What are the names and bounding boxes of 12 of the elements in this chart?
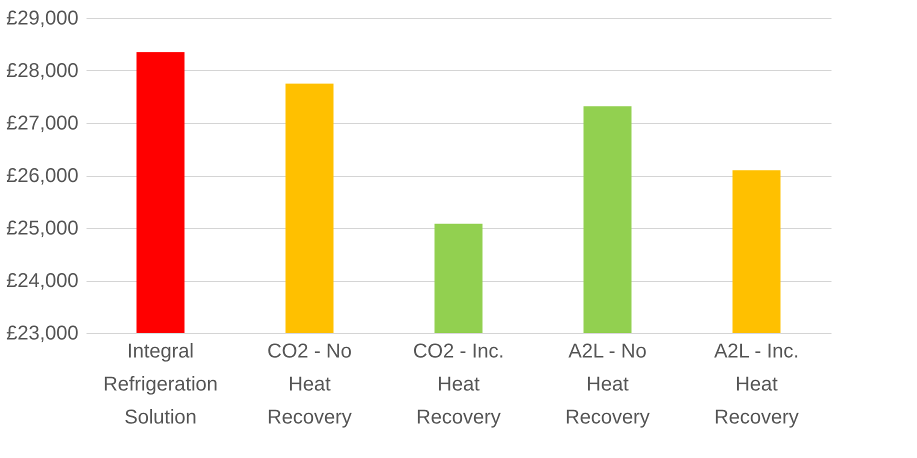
x-tick-label: CO2 - No Heat Recovery	[267, 340, 352, 428]
y-tick-label: £28,000	[6, 60, 78, 82]
y-tick-label: £23,000	[6, 322, 78, 344]
y-tick-label: £24,000	[6, 270, 78, 292]
x-tick-label: CO2 - Inc. Heat Recovery	[412, 340, 504, 428]
y-tick-label: £26,000	[6, 165, 78, 187]
y-tick-label: £29,000	[6, 8, 78, 30]
y-tick-label: £27,000	[6, 112, 78, 134]
x-tick-label: A2L - Inc. Heat Recovery	[714, 340, 799, 428]
y-tick-label: £25,000	[6, 218, 78, 240]
x-tick-label: Integral Refrigeration Solution	[103, 340, 218, 428]
x-tick-label: A2L - No Heat Recovery	[565, 340, 650, 428]
